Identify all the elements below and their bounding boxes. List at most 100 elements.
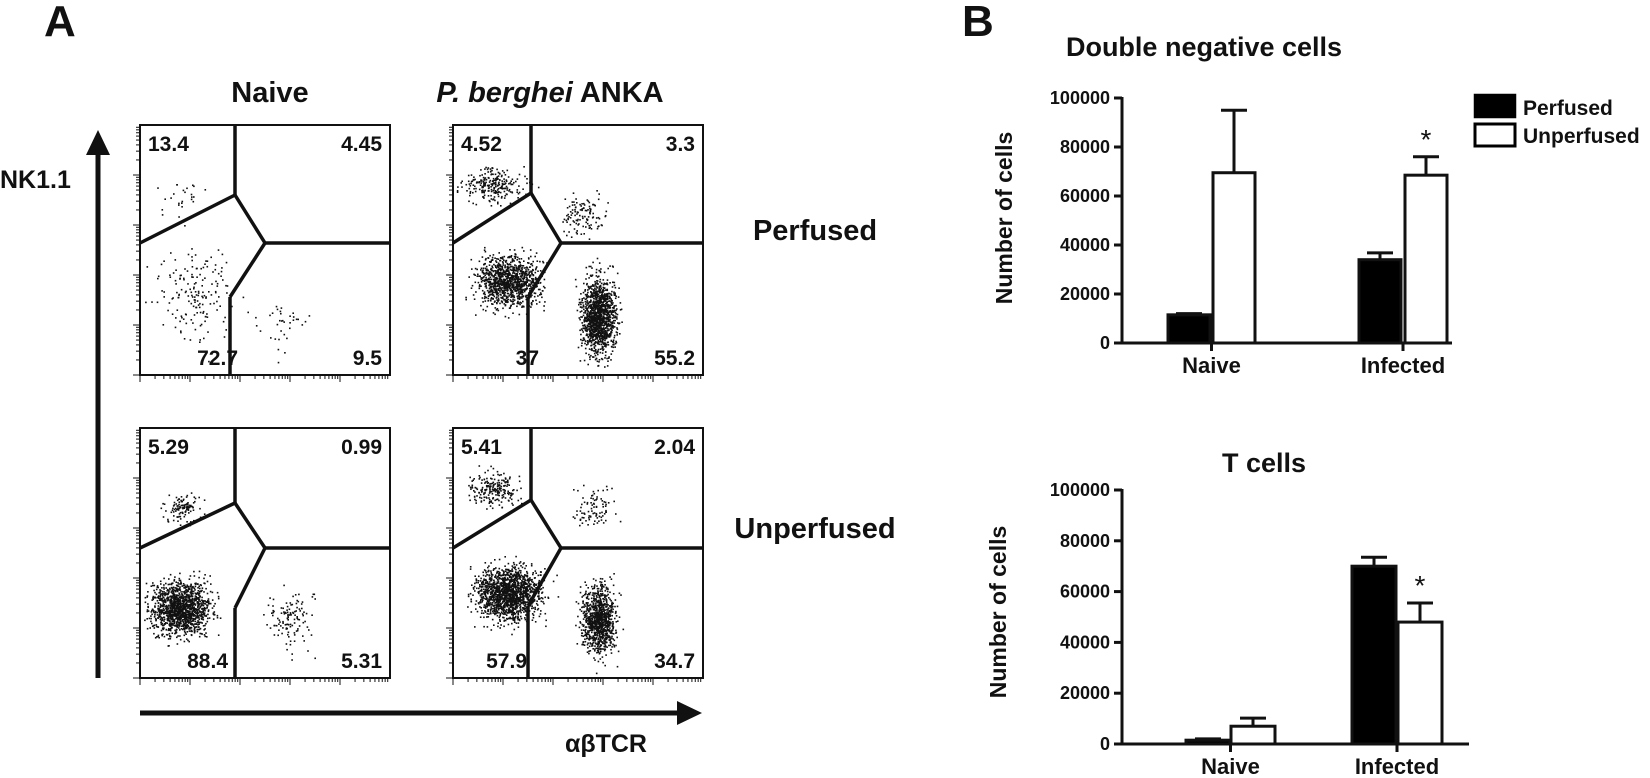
event-dot xyxy=(182,619,185,621)
event-dot xyxy=(504,272,507,274)
event-dot xyxy=(184,595,186,598)
event-dot xyxy=(593,291,595,293)
event-dot xyxy=(181,595,184,597)
event-dot xyxy=(211,607,214,609)
event-dot xyxy=(581,316,583,318)
event-dot xyxy=(487,273,490,276)
event-dot xyxy=(501,174,503,177)
event-dot xyxy=(509,191,512,193)
event-dot xyxy=(511,191,513,193)
event-dot xyxy=(184,593,186,595)
event-dot xyxy=(595,335,598,338)
gate-line xyxy=(452,191,532,245)
event-dot xyxy=(618,322,620,325)
event-dot xyxy=(605,320,607,323)
event-dot xyxy=(192,200,195,203)
event-dot xyxy=(501,283,504,286)
event-dot xyxy=(607,303,609,306)
event-dot xyxy=(506,267,509,270)
event-dot xyxy=(585,344,588,346)
event-dot xyxy=(589,209,592,212)
event-dot xyxy=(518,295,520,298)
event-dot xyxy=(595,288,597,291)
event-dot xyxy=(513,266,515,269)
event-dot xyxy=(495,261,498,263)
event-dot xyxy=(206,601,209,604)
event-dot xyxy=(184,592,187,594)
event-dot xyxy=(200,632,203,635)
event-dot xyxy=(190,615,193,617)
event-dot xyxy=(293,634,296,636)
event-dot xyxy=(539,292,542,294)
event-dot xyxy=(201,599,203,601)
event-dot xyxy=(158,611,161,613)
event-dot xyxy=(195,306,197,309)
event-dot xyxy=(526,281,528,283)
event-dot xyxy=(174,614,176,617)
event-dot xyxy=(523,272,526,274)
event-dot xyxy=(610,340,613,342)
event-dot xyxy=(198,609,200,611)
event-dot xyxy=(532,268,534,271)
event-dot xyxy=(482,273,485,275)
event-dot xyxy=(592,293,594,295)
event-dot xyxy=(585,334,588,337)
event-dot xyxy=(536,303,538,305)
event-dot xyxy=(191,506,194,508)
event-dot xyxy=(498,273,500,275)
event-dot xyxy=(167,520,169,522)
event-dot xyxy=(177,588,179,590)
event-dot xyxy=(531,270,533,273)
event-dot xyxy=(508,277,511,279)
event-dot xyxy=(487,195,490,197)
event-dot xyxy=(588,227,591,229)
event-dot xyxy=(167,608,169,610)
event-dot xyxy=(608,311,610,313)
event-dot xyxy=(202,604,204,607)
event-dot xyxy=(512,259,514,262)
event-dot xyxy=(144,596,147,599)
event-dot xyxy=(597,318,599,321)
event-dot xyxy=(605,323,607,326)
event-dot xyxy=(517,279,519,282)
event-dot xyxy=(159,603,162,605)
event-dot xyxy=(488,181,491,183)
event-dot xyxy=(476,275,479,277)
event-dot xyxy=(207,609,210,611)
event-dot xyxy=(600,291,603,294)
event-dot xyxy=(504,266,506,269)
event-dot xyxy=(173,515,175,517)
event-dot xyxy=(521,246,524,249)
event-dot xyxy=(528,288,531,290)
event-dot xyxy=(539,282,541,284)
event-dot xyxy=(487,171,489,173)
event-dot xyxy=(491,286,493,288)
event-dot xyxy=(180,274,182,277)
event-dot xyxy=(191,602,193,605)
event-dot xyxy=(175,588,178,591)
event-dot xyxy=(590,320,593,322)
event-dot xyxy=(206,604,208,606)
event-dot xyxy=(501,170,504,172)
event-dot xyxy=(194,291,197,293)
event-dot xyxy=(496,176,499,178)
event-dot xyxy=(170,622,172,624)
event-dot xyxy=(588,311,591,314)
event-dot xyxy=(598,327,601,330)
event-dot xyxy=(167,596,170,599)
event-dot xyxy=(505,297,508,299)
event-dot xyxy=(516,178,519,180)
event-dot xyxy=(608,356,610,358)
event-dot xyxy=(193,286,195,289)
event-dot xyxy=(523,250,525,252)
event-dot xyxy=(534,268,537,271)
event-dot xyxy=(519,286,522,289)
event-dot xyxy=(501,182,504,185)
event-dot xyxy=(602,317,604,319)
event-dot xyxy=(493,288,496,291)
event-dot xyxy=(501,256,504,258)
event-dot xyxy=(192,585,194,588)
event-dot xyxy=(508,188,511,191)
event-dot xyxy=(194,296,196,298)
event-dot xyxy=(206,260,209,262)
